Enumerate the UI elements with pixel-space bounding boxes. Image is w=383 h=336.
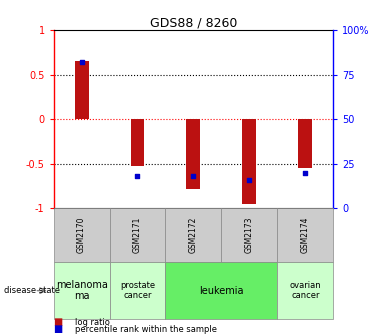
- Bar: [54, 208, 110, 262]
- Text: leukemia: leukemia: [199, 286, 244, 296]
- Bar: [277, 262, 333, 319]
- Bar: [242, 119, 256, 204]
- Point: [246, 177, 252, 182]
- Point: [79, 59, 85, 65]
- Bar: [75, 61, 88, 119]
- Point: [134, 174, 141, 179]
- Bar: [165, 208, 221, 262]
- Text: percentile rank within the sample: percentile rank within the sample: [75, 325, 217, 334]
- Bar: [221, 208, 277, 262]
- Bar: [131, 119, 144, 166]
- Bar: [165, 262, 277, 319]
- Point: [302, 170, 308, 175]
- Title: GDS88 / 8260: GDS88 / 8260: [150, 16, 237, 29]
- Bar: [110, 208, 165, 262]
- Text: log ratio: log ratio: [75, 318, 110, 327]
- Bar: [54, 262, 110, 319]
- Text: GSM2171: GSM2171: [133, 217, 142, 253]
- Text: ovarian
cancer: ovarian cancer: [290, 281, 321, 300]
- Bar: [187, 119, 200, 189]
- Text: melanoma
ma: melanoma ma: [56, 280, 108, 301]
- Text: GSM2170: GSM2170: [77, 217, 86, 253]
- Text: prostate
cancer: prostate cancer: [120, 281, 155, 300]
- Point: [190, 174, 196, 179]
- Text: ■: ■: [54, 324, 66, 334]
- Bar: [298, 119, 312, 168]
- Text: GSM2174: GSM2174: [301, 217, 310, 253]
- Bar: [110, 262, 165, 319]
- Text: GSM2172: GSM2172: [189, 217, 198, 253]
- Text: disease state: disease state: [4, 286, 60, 295]
- Text: GSM2173: GSM2173: [245, 217, 254, 253]
- Bar: [277, 208, 333, 262]
- Text: ■: ■: [54, 317, 66, 327]
